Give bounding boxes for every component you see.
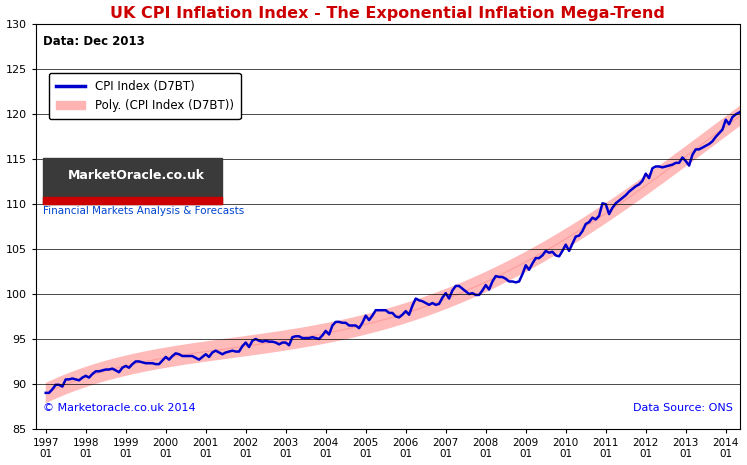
CPI Index (D7BT) xyxy=(95,369,104,374)
Text: © Marketoracle.co.uk 2014: © Marketoracle.co.uk 2014 xyxy=(43,403,196,412)
Text: Financial Markets Analysis & Forecasts: Financial Markets Analysis & Forecasts xyxy=(43,206,244,216)
CPI Index (D7BT) xyxy=(168,353,177,359)
Bar xyxy=(43,158,223,205)
CPI Index (D7BT) xyxy=(311,335,320,341)
Title: UK CPI Inflation Index - The Exponential Inflation Mega-Trend: UK CPI Inflation Index - The Exponential… xyxy=(111,6,665,20)
Legend: CPI Index (D7BT), Poly. (CPI Index (D7BT)): CPI Index (D7BT), Poly. (CPI Index (D7BT… xyxy=(49,73,241,119)
Bar xyxy=(43,197,223,205)
Text: MarketOracle.co.uk: MarketOracle.co.uk xyxy=(68,169,205,182)
CPI Index (D7BT) xyxy=(41,390,50,396)
Line: CPI Index (D7BT): CPI Index (D7BT) xyxy=(46,47,747,393)
Text: Data Source: ONS: Data Source: ONS xyxy=(633,403,733,412)
CPI Index (D7BT) xyxy=(568,241,577,246)
Text: Data: Dec 2013: Data: Dec 2013 xyxy=(43,34,144,47)
CPI Index (D7BT) xyxy=(75,378,84,383)
